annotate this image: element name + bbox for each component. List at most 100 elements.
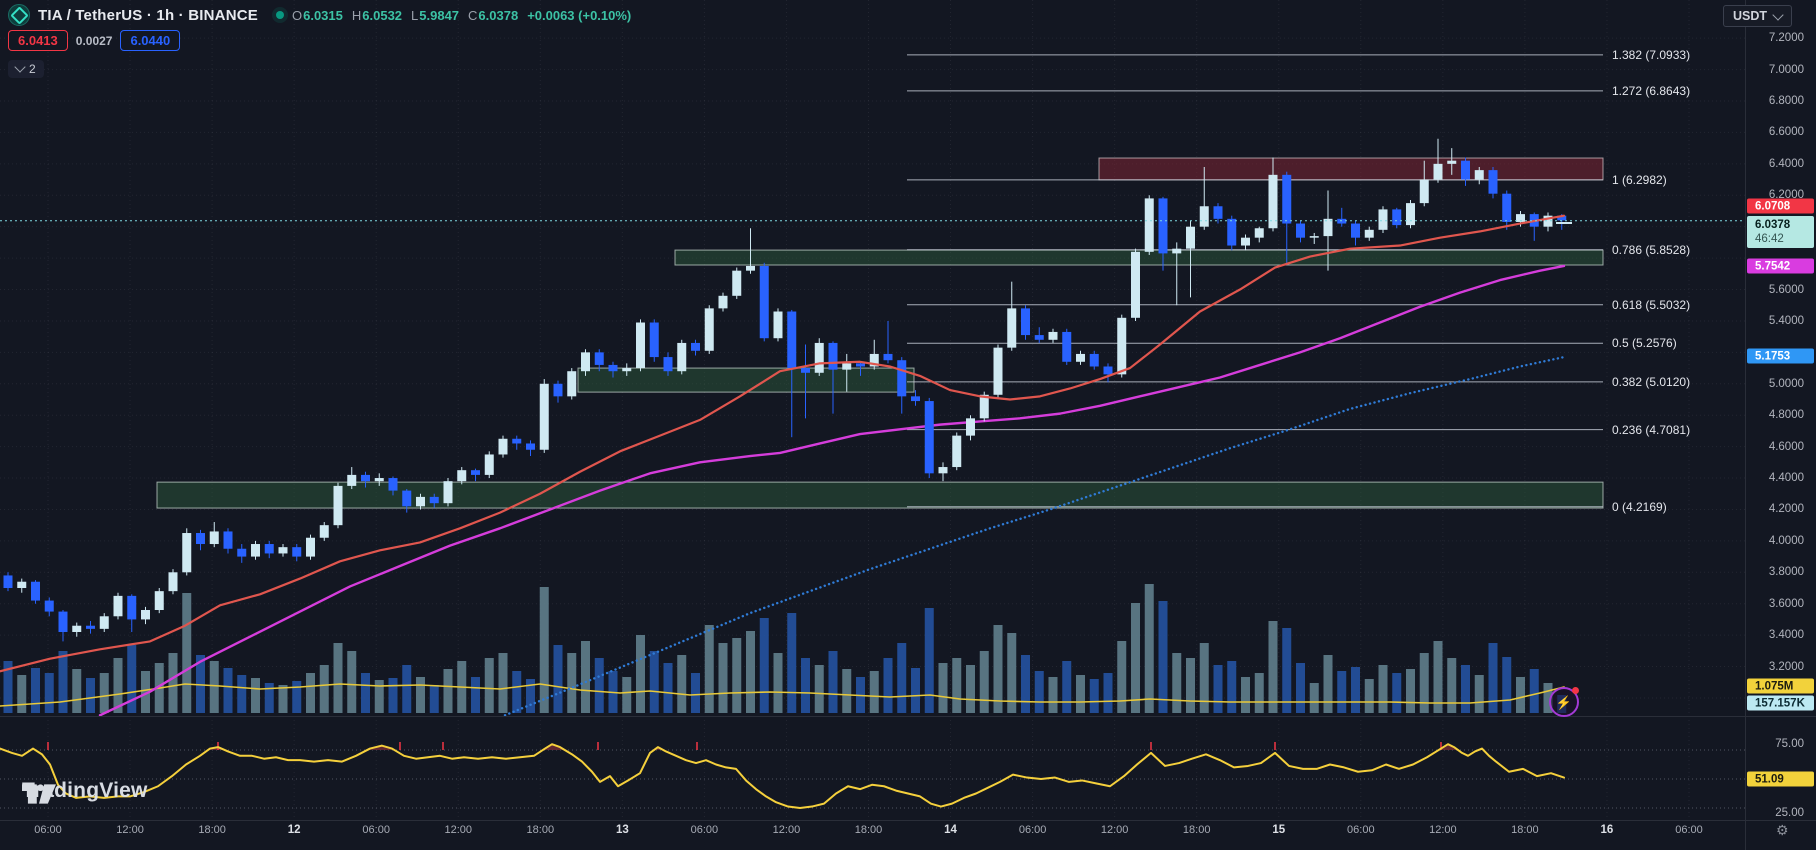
volume-bar [718,643,728,713]
volume-bar [44,673,54,713]
candle [347,474,357,486]
volume-bar [911,668,920,713]
volume-bar [1378,665,1388,713]
candle [1268,174,1278,229]
currency-label: USDT [1732,9,1767,23]
instant-trading-icon[interactable]: ⚡ [1549,687,1579,717]
volume-ma-line [0,683,1565,707]
price-tick: 5.0000 [1768,377,1804,390]
candle [1516,214,1525,222]
price-tick: 3.8000 [1768,566,1804,579]
chevron-down-icon [14,61,26,73]
volume-bar [86,678,95,713]
volume-bar [814,665,824,713]
volume-bar [1021,655,1030,713]
volume-bar [361,673,370,713]
candle [801,368,810,373]
volume-bar [1419,653,1429,713]
volume-bar [553,645,563,713]
candle [429,496,439,504]
volume-bar [1296,663,1305,713]
candle [209,531,219,545]
time-label: 06:00 [690,824,719,836]
ohlc-readout: O6.0315 H6.0532 L5.9847 C6.0378 +0.0063 … [291,7,632,23]
supply-zone[interactable] [1098,157,1604,181]
candle [196,533,205,545]
time-label: 12:00 [116,824,144,836]
symbol-title[interactable]: TIA / TetherUS · 1h · BINANCE [38,6,258,24]
sell-button[interactable]: 6.0413 [8,30,68,51]
time-label-day: 14 [944,824,957,836]
candle [1433,163,1443,180]
volume-bar [127,645,137,713]
volume-bar [842,669,852,713]
volume-bar [1007,633,1017,713]
candle [704,308,714,351]
fib-label: 0 (4.2169) [1612,499,1667,514]
candle [1364,229,1374,238]
buy-button[interactable]: 6.0440 [120,30,181,51]
drawings-collapse-button[interactable]: 2 [8,59,44,78]
volume-bar [691,673,700,713]
volume-bar [1351,667,1360,713]
volume-bar [319,665,329,713]
volume-bar [1447,658,1457,713]
change-value: +0.0063 (+0.10%) [527,7,632,23]
candle [814,342,824,373]
volume-bar [1076,675,1085,713]
volume-bar [539,587,549,713]
demand-zone[interactable] [577,367,915,393]
candle [264,544,274,554]
volume-bar [1117,641,1127,713]
time-label-day: 13 [615,824,629,836]
candle [141,610,150,620]
volume-bar [1337,671,1347,713]
volume-bar [759,618,769,713]
volume-bar [182,593,192,713]
candle [99,616,109,629]
close-value: 6.0378 [478,7,519,23]
volume-bar [1323,655,1333,713]
candle [883,353,893,361]
price-tick: 4.6000 [1768,440,1804,453]
time-label: 12:00 [444,824,473,836]
volume-bar [1172,653,1182,713]
demand-zone[interactable] [156,481,1604,509]
volume-bar [3,661,13,713]
volume-bar [168,653,178,713]
candle [168,572,178,592]
market-status-icon [275,11,284,19]
time-label-day: 16 [1600,824,1614,836]
candle [1117,317,1127,375]
currency-dropdown[interactable]: USDT [1722,5,1792,27]
candle [113,595,123,617]
fib-label: 1 (6.2982) [1612,172,1667,187]
volume-bar [677,655,687,713]
candle [1007,308,1017,348]
price-tick: 4.0000 [1768,534,1804,547]
time-label: 18:00 [198,824,226,836]
candle [1089,353,1099,367]
volume-bar [869,671,879,713]
candle [306,537,315,557]
volume-bar [113,658,123,713]
candle [251,544,260,557]
candle [31,581,40,601]
candle [44,600,54,612]
fib-retracement[interactable] [907,54,1603,508]
candle [1378,209,1388,230]
volume-bar [1199,643,1209,713]
volume-bar [979,651,989,713]
timezone-settings-icon[interactable]: ⚙ [1776,822,1789,838]
volume-bar [952,658,962,713]
candle [636,322,645,369]
candle [1282,174,1292,224]
volume-bar [1131,603,1140,713]
volume-bar [1254,673,1264,713]
volume-bar [333,643,343,713]
volume-bar [649,651,659,713]
volume-bar [1186,658,1195,713]
volume-bar [1158,601,1168,713]
